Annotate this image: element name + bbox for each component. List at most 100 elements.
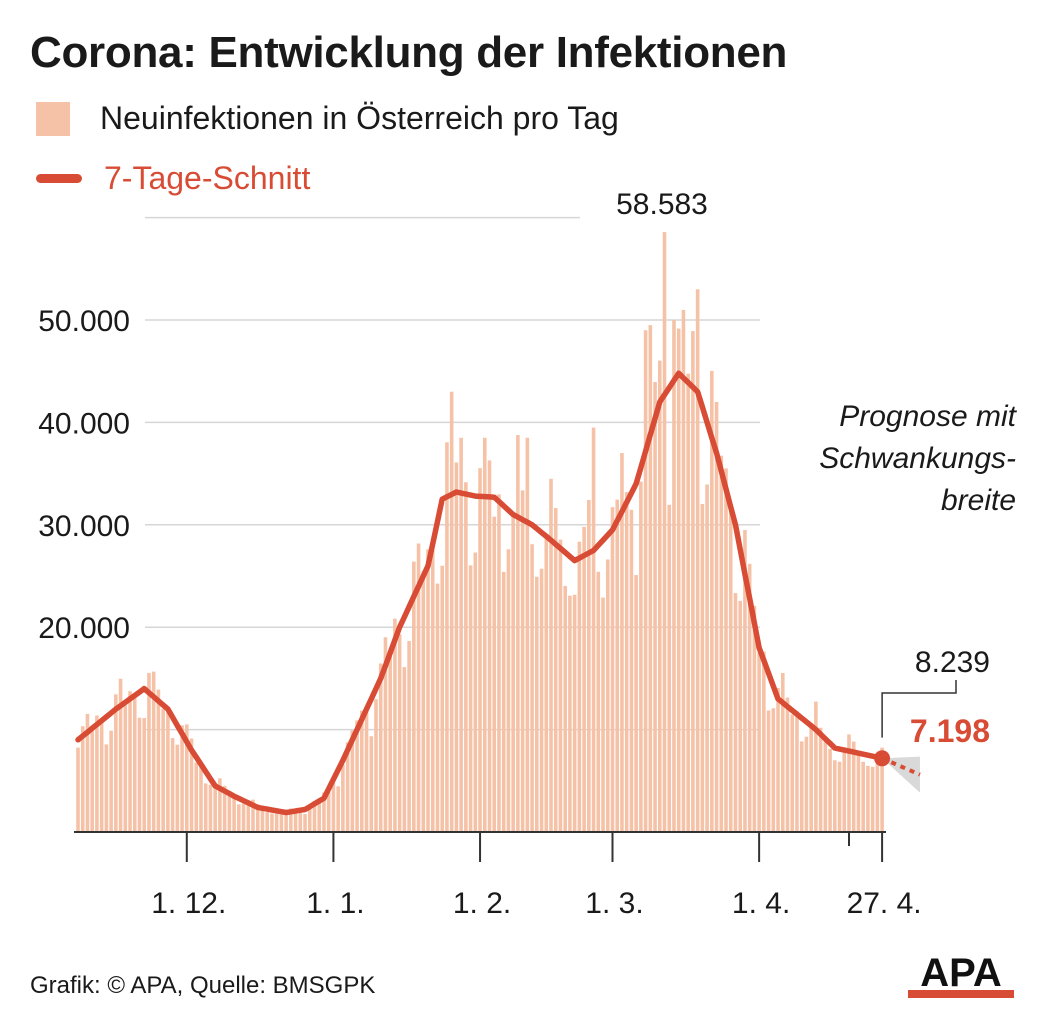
bar-day-104: [568, 595, 572, 832]
bar-day-37: [251, 799, 255, 832]
bar-day-3: [90, 727, 94, 832]
legend-label-average: 7-Tage-Schnitt: [104, 160, 311, 196]
bar-day-62: [369, 736, 374, 832]
y-tick-label-0: 20.000: [38, 612, 130, 645]
bar-day-115: [620, 453, 624, 832]
bar-day-70: [407, 641, 411, 832]
bar-day-63: [374, 699, 378, 832]
bar-day-59: [355, 720, 359, 832]
bar-day-164: [851, 741, 856, 832]
bar-day-4: [95, 715, 99, 832]
prognosis-range: [882, 756, 920, 793]
x-tick-label-1: 1. 1.: [306, 887, 364, 920]
bar-day-145: [762, 651, 766, 832]
bar-day-153: [799, 741, 804, 832]
bar-day-139: [733, 593, 738, 832]
bar-day-30: [218, 778, 222, 832]
bar-day-58: [350, 730, 355, 832]
legend-label-daily: Neuinfektionen in Österreich pro Tag: [100, 100, 619, 136]
bar-day-66: [388, 651, 392, 832]
bar-day-67: [393, 618, 397, 832]
bar-day-22: [180, 725, 184, 832]
bar-day-159: [828, 748, 832, 832]
last-value-label: 8.239: [915, 646, 990, 679]
bar-day-46: [293, 809, 298, 832]
prognosis-text-line-1: Prognose mit: [839, 400, 1017, 433]
legend-swatch-bars: [36, 101, 70, 136]
bar-day-20: [170, 738, 175, 832]
bar-day-128: [681, 309, 686, 832]
bar-day-91: [506, 549, 511, 832]
gridlines: 20.000 30.000 40.000 50.000: [38, 216, 760, 731]
bar-day-52: [322, 792, 326, 832]
bar-day-45: [289, 808, 293, 832]
bar-day-11: [128, 691, 132, 832]
bar-day-21: [175, 744, 180, 832]
average-series-line: [75, 370, 885, 816]
bar-day-99: [544, 535, 549, 832]
bar-day-68: [397, 634, 402, 832]
bar-day-7: [109, 730, 113, 832]
legend-item-daily: Neuinfektionen in Österreich pro Tag: [36, 100, 619, 137]
bar-day-118: [634, 575, 638, 832]
x-tick-label-0: 1. 12.: [151, 887, 226, 920]
bar-day-76: [435, 583, 440, 832]
bar-day-55: [336, 786, 340, 832]
bar-day-10: [123, 701, 128, 832]
bar-day-50: [312, 800, 317, 832]
peak-label: 58.583: [616, 188, 708, 221]
bar-day-27: [203, 783, 208, 832]
bar-day-120: [643, 330, 648, 832]
bar-day-111: [601, 597, 605, 832]
bar-day-93: [516, 435, 520, 832]
prognosis-text-line-2: Schwankungs-: [819, 442, 1016, 475]
bar-day-125: [667, 504, 672, 832]
source-credit: Grafik: © APA, Quelle: BMSGPK: [30, 972, 376, 999]
bar-day-64: [378, 663, 383, 832]
bar-day-160: [833, 760, 837, 832]
bar-day-47: [298, 812, 303, 832]
bar-day-26: [199, 763, 203, 832]
x-tick-label-2: 1. 2.: [453, 887, 511, 920]
bar-day-28: [208, 784, 213, 832]
bar-day-96: [530, 544, 534, 832]
bar-day-105: [572, 594, 577, 832]
bar-day-109: [591, 427, 596, 832]
bar-day-32: [227, 794, 232, 832]
bar-day-129: [686, 373, 690, 832]
bar-day-79: [449, 391, 454, 832]
bar-day-107: [582, 526, 586, 832]
bar-day-38: [255, 804, 260, 832]
bar-day-130: [691, 331, 695, 832]
bar-day-80: [454, 462, 459, 832]
x-axis: 1. 12. 1. 1. 1. 2. 1. 3. 1. 4. 27. 4.: [74, 831, 922, 920]
bar-day-36: [246, 803, 251, 832]
bar-day-87: [487, 460, 492, 832]
prognosis-text-line-3: breite: [941, 484, 1016, 517]
bar-day-103: [563, 585, 567, 832]
bar-day-156: [814, 701, 818, 832]
bar-day-2: [85, 713, 90, 832]
bar-day-17: [156, 689, 161, 832]
bar-day-19: [166, 707, 170, 832]
bar-day-152: [795, 711, 799, 832]
bar-day-85: [478, 468, 482, 832]
bar-day-53: [326, 786, 331, 832]
bar-day-142: [747, 563, 752, 832]
bar-day-39: [260, 807, 265, 832]
bar-day-6: [104, 744, 109, 832]
bar-day-108: [587, 499, 591, 832]
bar-day-24: [189, 738, 194, 832]
bar-day-101: [553, 508, 558, 832]
bar-day-95: [525, 437, 530, 832]
bar-day-170: [880, 747, 884, 832]
bar-day-43: [279, 810, 284, 832]
y-tick-label-2: 40.000: [38, 407, 130, 440]
bar-day-149: [780, 672, 785, 832]
bar-day-18: [161, 708, 165, 832]
bar-day-166: [861, 761, 865, 832]
prognosis-band: [881, 756, 921, 793]
bar-day-150: [785, 697, 790, 832]
bar-day-9: [118, 678, 123, 832]
